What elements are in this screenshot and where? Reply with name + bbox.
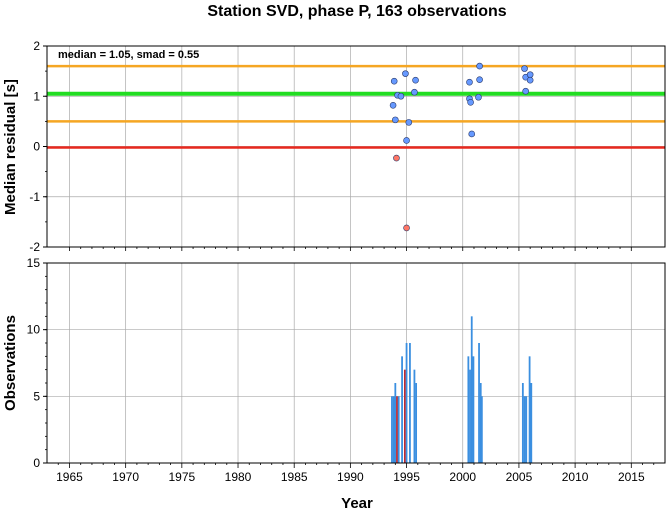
data-point — [522, 87, 529, 95]
xtick-label: 2010 — [562, 470, 589, 484]
xtick-label: 1970 — [112, 470, 139, 484]
observation-bar — [397, 396, 400, 463]
data-point — [397, 92, 405, 100]
xtick-label: 1965 — [56, 470, 83, 484]
xtick-label: 1985 — [281, 470, 308, 484]
xtick-label: 1975 — [168, 470, 195, 484]
observation-bar — [480, 396, 483, 463]
top-ytick-label: 1 — [33, 89, 40, 103]
top-ytick-label: -2 — [29, 240, 40, 254]
observation-bar — [478, 343, 480, 463]
data-point — [466, 78, 473, 86]
data-point — [389, 101, 397, 109]
observation-bar — [405, 343, 408, 463]
top-ytick-label: 0 — [33, 140, 40, 154]
data-point — [405, 119, 413, 126]
xtick-label: 2015 — [618, 470, 645, 484]
observation-bar — [472, 356, 475, 463]
data-point — [411, 88, 418, 96]
observation-bar — [391, 396, 393, 463]
observation-bar — [392, 396, 395, 463]
residual-panel: -2 -1 0 1 2 — [29, 39, 666, 254]
xtick-label: 1990 — [337, 470, 364, 484]
bottom-ytick-label: 15 — [27, 256, 41, 270]
observation-bar — [413, 369, 416, 463]
top-ytick-label: 2 — [33, 39, 40, 53]
xtick-label: 1995 — [393, 470, 420, 484]
observation-bar — [525, 396, 528, 463]
bottom-ytick-label: 0 — [33, 456, 40, 470]
bottom-ytick-label: 5 — [33, 389, 40, 403]
data-point — [521, 65, 528, 72]
observation-bar — [470, 316, 473, 463]
top-ylabel: Median residual [s] — [2, 79, 19, 215]
observation-bar — [521, 383, 524, 463]
observation-bar — [479, 383, 482, 463]
data-point — [403, 224, 410, 232]
data-point — [526, 76, 534, 84]
residual-annotation: median = 1.05, smad = 0.55 — [58, 49, 199, 61]
data-point — [403, 137, 410, 144]
observation-bar — [523, 396, 526, 463]
observation-bar — [469, 369, 471, 463]
observation-bar — [403, 369, 406, 463]
bottom-ylabel: Observations — [2, 315, 19, 411]
observation-bar — [401, 356, 403, 463]
data-point — [526, 71, 534, 78]
xtick-label: 2000 — [449, 470, 476, 484]
observation-bar — [394, 383, 397, 463]
data-point — [468, 130, 476, 138]
observation-bar — [528, 356, 531, 463]
data-point — [412, 76, 419, 84]
observation-bar — [415, 383, 418, 463]
chart-title: Station SVD, phase P, 163 observations — [207, 3, 506, 20]
observation-bar — [409, 343, 411, 463]
xtick-label: 1980 — [225, 470, 252, 484]
xlabel: Year — [341, 495, 373, 511]
data-point — [392, 116, 399, 124]
observation-bar — [396, 396, 398, 463]
observation-bar — [530, 383, 533, 463]
bottom-ytick-label: 10 — [27, 323, 41, 337]
data-point — [402, 70, 409, 77]
data-point — [476, 62, 483, 70]
bottom-plot-area — [47, 263, 665, 463]
xtick-label: 2005 — [506, 470, 533, 484]
data-point — [390, 77, 398, 85]
bottom-frame — [46, 262, 666, 464]
observation-bar — [467, 356, 470, 463]
observations-panel: 0 5 10 15 1965 1970 1975 1980 1985 1990 1995 2000 20… — [27, 256, 666, 484]
data-point — [467, 98, 474, 106]
data-point — [475, 93, 482, 101]
top-ytick-label: -1 — [29, 190, 40, 204]
data-point — [393, 154, 400, 162]
data-point — [476, 76, 483, 83]
